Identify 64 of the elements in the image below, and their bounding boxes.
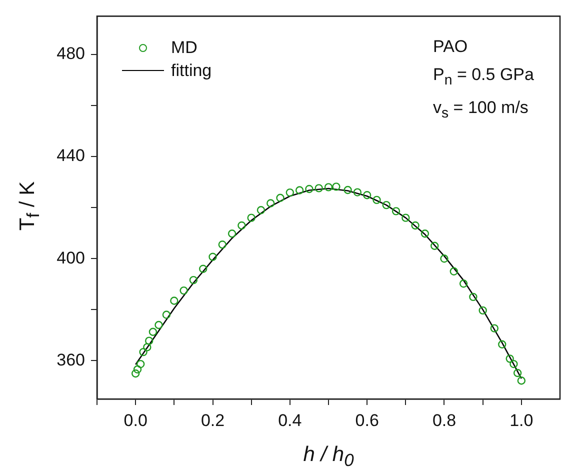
legend-label: fitting	[171, 60, 212, 82]
x-tick-label: 0.4	[278, 410, 302, 430]
y-tick-label: 480	[56, 44, 85, 64]
point	[148, 328, 158, 336]
point	[382, 200, 390, 210]
point	[513, 368, 522, 378]
point	[498, 340, 506, 348]
point	[450, 267, 458, 276]
point	[131, 369, 140, 378]
point	[256, 206, 266, 214]
y-tick-label: 400	[56, 248, 85, 268]
point	[402, 214, 410, 222]
point	[344, 186, 352, 194]
point	[218, 240, 226, 249]
point	[295, 186, 304, 194]
point	[506, 354, 514, 363]
point	[276, 194, 284, 202]
point	[440, 254, 448, 263]
point	[392, 207, 400, 216]
point	[324, 183, 333, 192]
point	[332, 182, 340, 191]
annotation: PAO	[433, 36, 469, 58]
point	[517, 376, 526, 385]
y-tick-label: 360	[56, 350, 85, 370]
point	[136, 360, 145, 368]
point	[353, 188, 362, 196]
point	[180, 286, 188, 295]
point	[286, 188, 294, 197]
point	[469, 292, 478, 302]
point	[228, 230, 236, 238]
point	[411, 221, 420, 230]
point	[208, 252, 217, 261]
point	[170, 296, 178, 305]
point	[459, 280, 468, 288]
point	[362, 190, 372, 200]
point	[510, 360, 518, 368]
point	[372, 196, 381, 204]
x-tick-label: 0.8	[432, 410, 456, 430]
point	[143, 343, 152, 352]
point	[247, 214, 256, 222]
point	[199, 264, 208, 273]
point	[478, 306, 487, 315]
y-tick-label: 440	[56, 146, 85, 166]
point	[430, 242, 439, 250]
x-tick-label: 0.6	[355, 410, 379, 430]
point	[162, 310, 171, 319]
x-tick-label: 1.0	[510, 410, 534, 430]
annotation: P$_{n}$ = 0.5 GPa	[433, 64, 534, 90]
legend-label: MD	[171, 37, 198, 59]
point	[314, 184, 323, 192]
x-tick-label: 0.2	[200, 410, 225, 430]
point	[238, 221, 246, 230]
x-axis-title: h / h$_{0}$	[302, 443, 355, 472]
annotation: v$_{s}$ = 100 m/s	[433, 97, 530, 124]
point	[154, 320, 163, 330]
point	[133, 365, 142, 374]
point	[420, 230, 430, 238]
point	[144, 336, 154, 345]
point	[139, 348, 148, 356]
x-tick-label: 0.0	[124, 410, 148, 430]
point	[266, 199, 275, 208]
point	[305, 184, 314, 194]
point	[490, 324, 499, 332]
point	[189, 276, 198, 284]
